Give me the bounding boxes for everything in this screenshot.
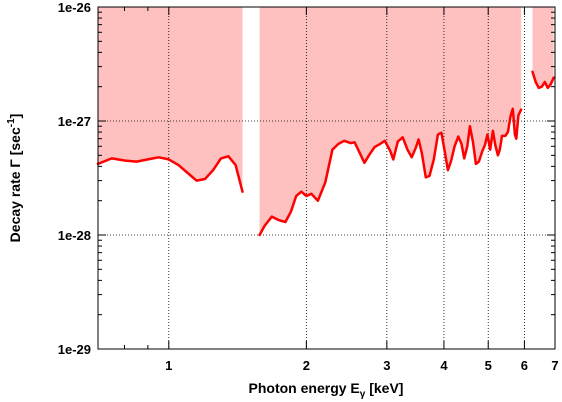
y-axis-title-superscript: -1	[6, 118, 17, 127]
y-axis-ticks: 1e-29 1e-28 1e-27 1e-26	[58, 0, 555, 357]
x-axis-ticks: 1 2 3 4 5 6 7	[124, 7, 559, 373]
upper-limit-line-2	[258, 107, 523, 237]
x-tick-label: 5	[485, 358, 492, 373]
y-tick-label: 1e-26	[58, 0, 91, 15]
plot-frame	[97, 6, 556, 350]
x-tick-label: 2	[303, 358, 310, 373]
excluded-band-2	[259, 7, 522, 235]
excluded-band-3	[532, 7, 554, 88]
excluded-band-1	[98, 7, 243, 192]
upper-limit-curves	[96, 70, 555, 237]
x-tick-label: 6	[521, 358, 528, 373]
y-tick-label: 1e-28	[58, 228, 91, 243]
x-tick-label: 1	[165, 358, 172, 373]
x-axis-title: Photon energy Eγ [keV]	[249, 380, 404, 400]
grid-lines	[98, 7, 555, 349]
x-tick-label: 3	[383, 358, 390, 373]
y-axis-title: Decay rate Γ [sec-1]	[6, 114, 23, 243]
upper-limit-line-1	[96, 155, 244, 193]
y-tick-label: 1e-27	[58, 114, 91, 129]
x-axis-title-subscript: γ	[360, 389, 366, 400]
x-tick-label: 7	[551, 358, 558, 373]
y-tick-label: 1e-29	[58, 342, 91, 357]
upper-limit-line-3	[531, 70, 555, 90]
x-tick-label: 4	[440, 358, 448, 373]
